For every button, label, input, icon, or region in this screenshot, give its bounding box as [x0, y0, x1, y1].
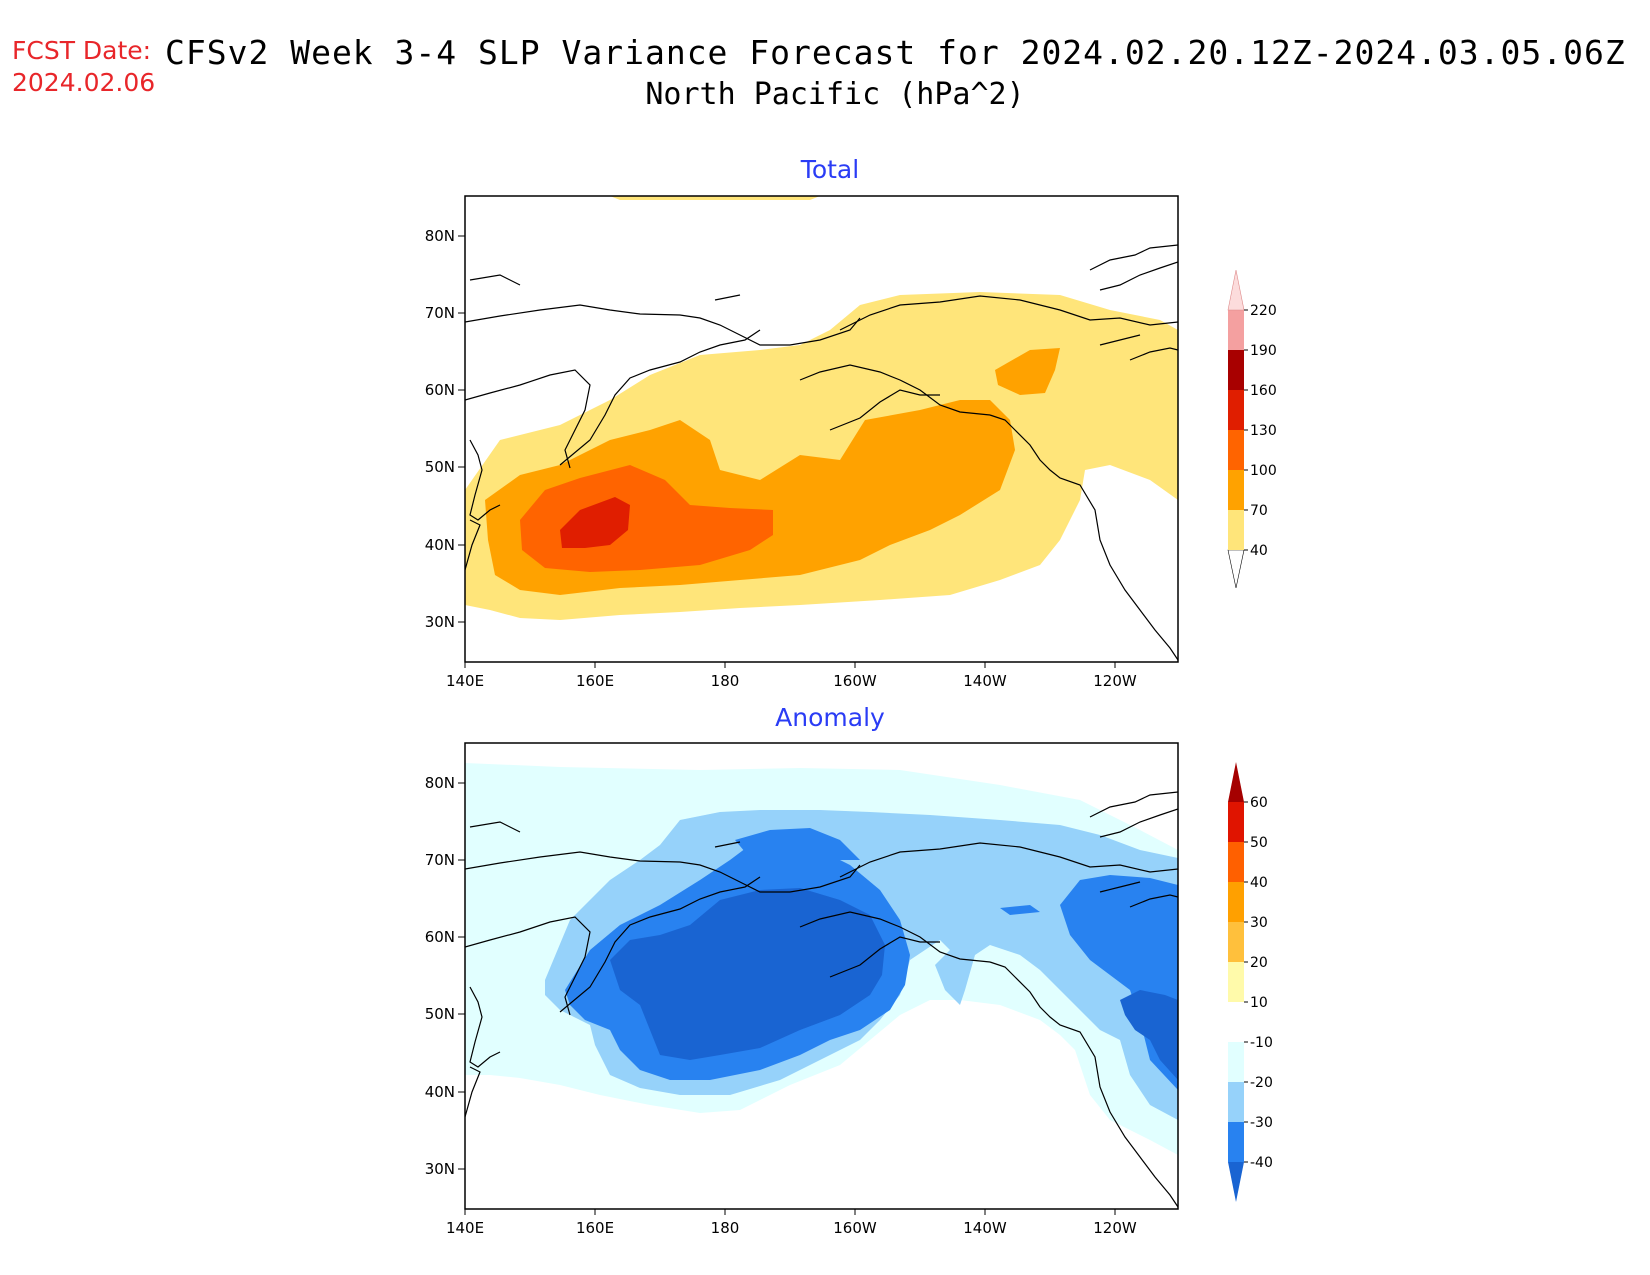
lat-label-30n-anomaly: 30N	[425, 1160, 455, 1178]
total-colorbar-bottom-triangle	[1227, 549, 1245, 589]
anomaly-colorbar-segment	[1228, 1122, 1244, 1162]
lon-label-140w: 140W	[963, 672, 1007, 690]
lat-labels-total: 80N 70N 60N 50N 40N 30N	[425, 227, 465, 631]
colorbar-anomaly: -40 -30 -20 -10 10 20 30 40 50 60	[1228, 762, 1273, 1202]
panel-title-total: Total	[800, 155, 859, 184]
anomaly-colorbar-top-triangle	[1228, 762, 1244, 802]
lat-label-40n-anomaly: 40N	[425, 1083, 455, 1101]
total-colorbar-segment	[1228, 350, 1244, 390]
colorbar-total: 40 70 100 130 160 190 220	[1227, 269, 1277, 589]
anomaly-colorbar-segment	[1228, 842, 1244, 882]
total-colorbar-segment	[1228, 430, 1244, 470]
lon-label-160w: 160W	[833, 672, 877, 690]
total-colorbar-label: 40	[1250, 543, 1268, 559]
anomaly-colorbar-label: -10	[1250, 1035, 1273, 1051]
anomaly-colorbar-label: -20	[1250, 1075, 1273, 1091]
anomaly-colorbar-label: 50	[1250, 835, 1268, 851]
lon-label-160w-anomaly: 160W	[833, 1219, 877, 1237]
lon-labels-total: 140E 160E 180 160W 140W 120W	[446, 662, 1137, 690]
anomaly-colorbar-label: 20	[1250, 955, 1268, 971]
anomaly-colorbar-label: 30	[1250, 915, 1268, 931]
anomaly-colorbar-label: 60	[1250, 795, 1268, 811]
total-map	[465, 196, 1178, 662]
lon-label-160e: 160E	[576, 672, 614, 690]
anomaly-map	[465, 743, 1178, 1209]
anomaly-colorbar-label: 10	[1250, 995, 1268, 1011]
lat-label-70n-anomaly: 70N	[425, 851, 455, 869]
lat-label-80n-anomaly: 80N	[425, 774, 455, 792]
anomaly-colorbar-bottom-triangle	[1228, 1162, 1244, 1202]
anomaly-map-frame	[464, 742, 1179, 1210]
lat-labels-anomaly: 80N 70N 60N 50N 40N 30N	[425, 774, 465, 1178]
fcst-date-label: FCST Date:	[12, 36, 152, 65]
lat-label-30n: 30N	[425, 613, 455, 631]
lat-label-70n: 70N	[425, 304, 455, 322]
lat-label-40n: 40N	[425, 536, 455, 554]
page-title: CFSv2 Week 3-4 SLP Variance Forecast for…	[165, 33, 1626, 72]
lon-label-120w: 120W	[1093, 672, 1137, 690]
lon-labels-anomaly: 140E 160E 180 160W 140W 120W	[446, 1209, 1137, 1237]
anomaly-colorbar-label: 40	[1250, 875, 1268, 891]
lon-label-120w-anomaly: 120W	[1093, 1219, 1137, 1237]
lat-label-50n-anomaly: 50N	[425, 1005, 455, 1023]
lat-label-60n-anomaly: 60N	[425, 928, 455, 946]
anomaly-colorbar-segment	[1228, 922, 1244, 962]
lon-label-140w-anomaly: 140W	[963, 1219, 1007, 1237]
coastlines-anomaly	[465, 791, 1178, 1208]
lat-label-80n: 80N	[425, 227, 455, 245]
lat-label-60n: 60N	[425, 381, 455, 399]
total-colorbar-top-triangle	[1227, 269, 1245, 311]
anomaly-colorbar-segment	[1228, 1082, 1244, 1122]
lon-label-180: 180	[711, 672, 740, 690]
total-map-frame	[464, 195, 1179, 663]
lon-label-160e-anomaly: 160E	[576, 1219, 614, 1237]
total-colorbar-label: 130	[1250, 423, 1277, 439]
anomaly-colorbar-segment	[1228, 962, 1244, 1002]
page-subtitle: North Pacific (hPa^2)	[645, 77, 1025, 112]
anomaly-colorbar-label: -40	[1250, 1155, 1273, 1171]
lon-label-140e: 140E	[446, 672, 484, 690]
anomaly-colorbar-label: -30	[1250, 1115, 1273, 1131]
anomaly-colorbar-segment	[1228, 1042, 1244, 1082]
total-colorbar-label: 70	[1250, 503, 1268, 519]
total-colorbar-segment	[1228, 390, 1244, 430]
anomaly-colorbar-segment	[1228, 1002, 1244, 1042]
fcst-date-value: 2024.02.06	[12, 68, 156, 97]
lon-label-180-anomaly: 180	[711, 1219, 740, 1237]
total-colorbar-label: 190	[1250, 343, 1277, 359]
total-colorbar-label: 100	[1250, 463, 1277, 479]
panel-title-anomaly: Anomaly	[775, 703, 885, 732]
anomaly-colorbar-segment	[1228, 882, 1244, 922]
coastlines-total	[465, 244, 1178, 661]
lon-label-140e-anomaly: 140E	[446, 1219, 484, 1237]
total-colorbar-label: 220	[1250, 303, 1277, 319]
total-colorbar-segment	[1228, 510, 1244, 550]
anomaly-colorbar-segment	[1228, 802, 1244, 842]
total-colorbar-segment	[1228, 470, 1244, 510]
lat-label-50n: 50N	[425, 458, 455, 476]
total-colorbar-segment	[1228, 310, 1244, 350]
total-colorbar-label: 160	[1250, 383, 1277, 399]
